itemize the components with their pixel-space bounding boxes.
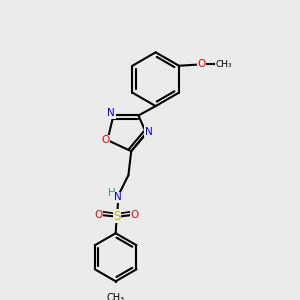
Text: N: N (107, 108, 115, 118)
Text: H: H (108, 188, 116, 198)
Text: N: N (145, 127, 152, 137)
Text: CH₃: CH₃ (106, 293, 125, 300)
Text: S: S (113, 210, 121, 223)
Text: O: O (101, 135, 110, 145)
Text: O: O (198, 59, 206, 69)
Text: CH₃: CH₃ (215, 60, 232, 69)
Text: N: N (114, 192, 122, 202)
Text: O: O (130, 210, 139, 220)
Text: O: O (94, 210, 103, 220)
